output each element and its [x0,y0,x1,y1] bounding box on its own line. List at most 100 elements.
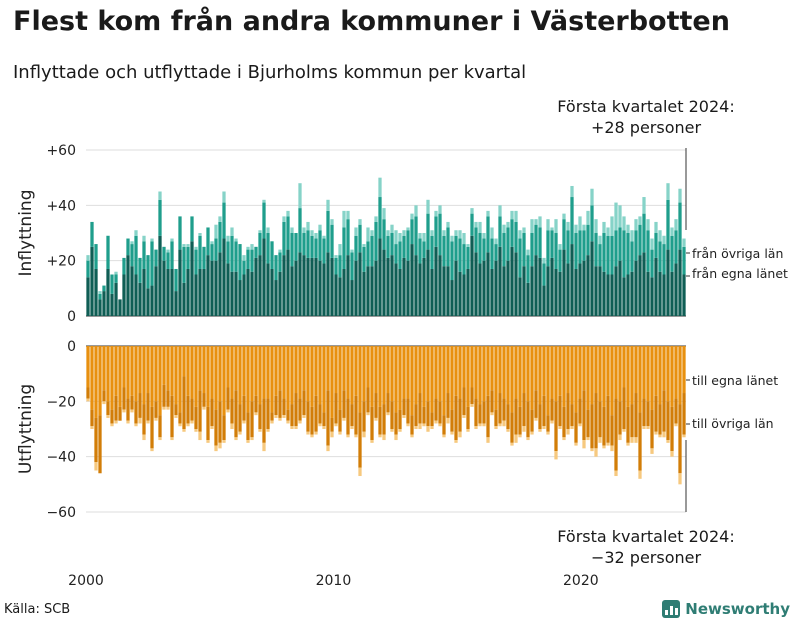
outflow-bar [206,440,210,443]
inflow-bar [470,213,474,236]
inflow-bar [458,238,462,272]
inflow-bar [602,233,606,272]
outflow-bar [462,387,466,416]
outflow-bar [206,406,210,441]
inflow-bar [334,255,338,258]
outflow-bar [226,409,230,413]
inflow-bar [358,252,362,316]
inflow-bar [110,293,114,316]
outflow-bar [414,346,418,405]
inflow-bar [86,260,90,278]
outflow-bar [378,406,382,435]
inflow-bar [306,221,310,231]
outflow-bar [518,434,522,438]
outflow-bar [526,401,530,438]
outflow-bar [558,395,562,427]
outflow-bar [402,415,406,418]
inflow-bar [382,208,386,220]
inflow-bar [354,260,358,316]
inflow-bar [614,202,618,231]
brand-logo[interactable]: Newsworthy [662,600,790,618]
outflow-bar [586,437,590,441]
inflow-bar [338,277,342,316]
inflow-bar [370,266,374,316]
outflow-bar [314,431,318,435]
outflow-bar [270,420,274,424]
outflow-bar [370,406,374,441]
outflow-bar [530,346,534,410]
inflow-bar [506,260,510,316]
outflow-bar [350,426,354,429]
outflow-bar [242,420,246,424]
outflow-bar [150,448,154,452]
outflow-bar [482,346,486,402]
outflow-bar [186,423,190,427]
inflow-bar [346,255,350,316]
inflow-bar [310,257,314,316]
inflow-bar [114,274,118,283]
outflow-bar [658,434,662,438]
outflow-bar [450,346,454,410]
outflow-bar [366,387,370,413]
inflow-bar [586,255,590,316]
outflow-bar [586,409,590,438]
outflow-bar [578,398,582,424]
outflow-bar [258,429,262,432]
inflow-bar [314,238,318,258]
inflow-bar [142,241,146,269]
outflow-bar [142,434,146,441]
inflow-bar [290,227,294,233]
inflow-bar [270,241,274,269]
outflow-bar [330,417,334,432]
inflow-bar [198,233,202,236]
inflow-bar [486,252,490,316]
outflow-bar [114,420,118,424]
annotation-bottom: Första kvartalet 2024: −32 personer [516,526,776,568]
outflow-bar [534,417,538,421]
outflow-bar [618,434,622,441]
inflow-bar [630,241,634,272]
inflow-tick-label: +20 [46,254,76,270]
inflow-bar [254,246,258,258]
outflow-bar [438,346,442,402]
outflow-bar [626,406,630,443]
outflow-bar [642,426,646,429]
outflow-bar [414,426,418,429]
outflow-bar [310,434,314,438]
outflow-bar [474,346,478,399]
outflow-bar [390,346,394,402]
outflow-bar [218,346,222,402]
inflow-bar [166,252,170,269]
inflow-bar [266,263,270,316]
outflow-bar [574,442,578,446]
outflow-bar [646,401,650,427]
outflow-bar [630,346,634,405]
inflow-bar [386,257,390,316]
inflow-bar [222,238,226,316]
outflow-bar [346,434,350,438]
inflow-bar [614,266,618,316]
inflow-bar [574,233,578,269]
outflow-bar [226,346,230,388]
outflow-bar [150,406,154,449]
outflow-bar [114,395,118,421]
outflow-bar [678,346,682,405]
inflow-bar [126,238,130,256]
outflow-bar [622,429,626,432]
outflow-bar [466,346,470,407]
inflow-bar [466,268,470,316]
inflow-bar [462,274,466,316]
outflow-bar [254,412,258,416]
outflow-bar [158,437,162,441]
outflow-bar [158,415,162,438]
inflow-bar [306,257,310,316]
inflow-bar [198,268,202,316]
outflow-bar [286,420,290,424]
outflow-bar [138,393,142,418]
outflow-bar [582,346,586,391]
outflow-bar [682,393,686,435]
inflow-bar [366,241,370,267]
inflow-bar [194,246,198,250]
inflow-bar [422,233,426,242]
